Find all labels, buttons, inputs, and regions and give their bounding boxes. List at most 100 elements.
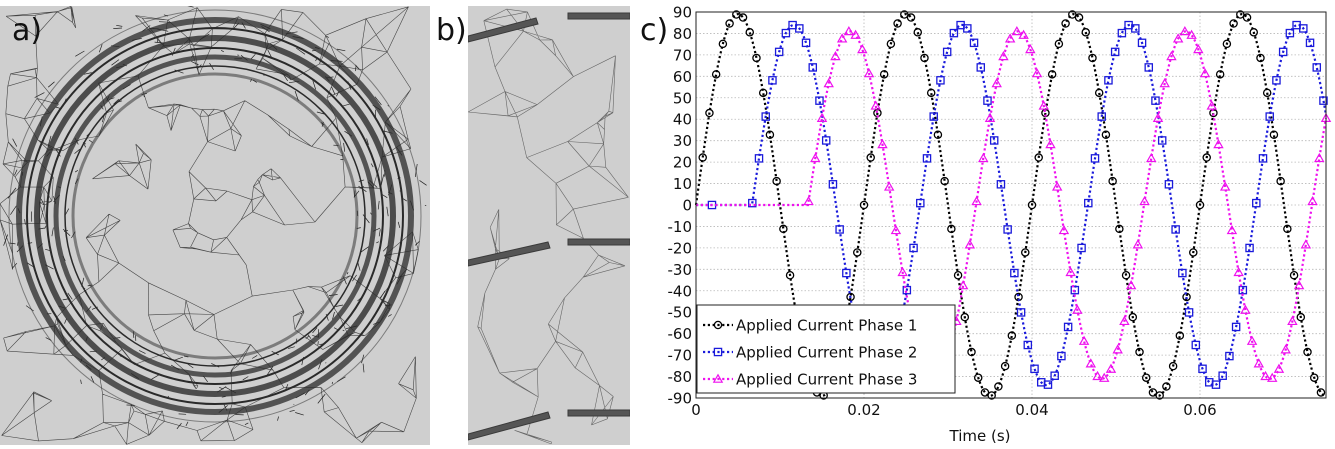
- data-point-square: [1305, 38, 1315, 48]
- y-tick-label: -30: [668, 261, 693, 279]
- data-point-square: [1003, 225, 1012, 234]
- mesh-conductor: [468, 241, 551, 267]
- data-point-square: [1258, 154, 1268, 163]
- mesh-ring: [71, 72, 359, 360]
- data-point-square: [1104, 76, 1113, 85]
- mesh-ring: [16, 17, 414, 415]
- data-point-square: [828, 180, 838, 189]
- data-point-circle: [1081, 28, 1091, 37]
- data-point-circle: [1054, 39, 1064, 49]
- data-point-circle: [866, 153, 875, 162]
- data-point-triangle: [1132, 239, 1144, 249]
- data-point-triangle: [1172, 33, 1184, 43]
- data-point-circle: [1061, 19, 1070, 28]
- data-point-circle: [698, 153, 707, 162]
- x-tick-label: 0.02: [847, 401, 880, 419]
- data-point-triangle: [1065, 266, 1076, 277]
- data-point-square: [1191, 340, 1201, 350]
- x-axis-label: Time (s): [949, 427, 1011, 445]
- mesh-ring: [26, 27, 404, 405]
- data-point-square: [1164, 180, 1174, 189]
- data-point-triangle: [1300, 239, 1312, 249]
- data-point-square: [1231, 322, 1241, 332]
- data-point-triangle: [863, 68, 875, 78]
- y-tick-label: -70: [668, 347, 693, 365]
- data-point-circle: [1283, 224, 1292, 234]
- data-point-circle: [886, 39, 896, 49]
- data-point-triangle: [1219, 181, 1231, 191]
- data-point-triangle: [843, 26, 855, 36]
- data-point-circle: [879, 70, 889, 79]
- x-tick-label: 0.04: [1015, 401, 1048, 419]
- data-point-circle: [738, 13, 748, 22]
- data-point-circle: [1068, 10, 1077, 19]
- data-point-circle: [933, 130, 943, 139]
- data-point-square: [983, 96, 992, 105]
- data-point-circle: [853, 248, 862, 257]
- data-point-circle: [1162, 382, 1171, 391]
- data-point-triangle: [1193, 43, 1204, 54]
- data-point-triangle: [1025, 43, 1036, 54]
- data-point-circle: [745, 28, 755, 37]
- data-point-triangle: [1186, 29, 1197, 39]
- data-point-triangle: [1051, 181, 1063, 191]
- data-point-circle: [765, 130, 775, 139]
- data-point-square: [1090, 154, 1100, 163]
- data-point-triangle: [984, 112, 996, 122]
- data-point-triangle: [1011, 26, 1023, 36]
- data-point-triangle: [971, 195, 982, 206]
- data-point-square: [1050, 371, 1059, 380]
- data-point-square: [754, 154, 764, 163]
- data-point-square: [989, 136, 999, 145]
- data-point-triangle: [1260, 370, 1271, 381]
- data-point-square: [1030, 364, 1039, 374]
- data-point-circle: [893, 19, 902, 28]
- data-point-triangle: [1246, 335, 1258, 345]
- data-point-circle: [940, 176, 949, 186]
- data-point-circle: [947, 224, 956, 234]
- y-tick-label: 90: [673, 4, 692, 22]
- data-point-square: [815, 96, 824, 105]
- data-point-circle: [1115, 224, 1124, 234]
- data-point-circle: [926, 88, 936, 98]
- data-point-circle: [779, 224, 788, 234]
- data-point-square: [835, 225, 844, 234]
- data-point-triangle: [816, 112, 828, 122]
- data-point-square: [795, 24, 804, 33]
- data-point-square: [916, 198, 925, 208]
- data-point-circle: [1027, 200, 1037, 210]
- data-point-square: [1144, 63, 1154, 72]
- data-point-triangle: [883, 181, 895, 191]
- data-point-triangle: [1092, 370, 1103, 381]
- data-point-triangle: [1125, 280, 1137, 290]
- legend-label: Applied Current Phase 3: [736, 371, 917, 389]
- data-point-square: [942, 47, 952, 57]
- data-point-circle: [1316, 388, 1326, 397]
- data-point-square: [774, 47, 784, 57]
- data-point-square: [1299, 24, 1308, 33]
- data-point-circle: [1249, 28, 1259, 37]
- data-point-square: [1077, 243, 1086, 253]
- data-point-circle: [953, 271, 963, 280]
- data-point-triangle: [991, 78, 1002, 88]
- data-point-square: [1278, 47, 1288, 57]
- data-point-triangle: [1179, 26, 1191, 36]
- data-point-square: [976, 63, 986, 72]
- data-point-square: [1211, 380, 1221, 389]
- mesh-conductor: [567, 238, 630, 246]
- data-point-triangle: [1226, 224, 1238, 235]
- data-point-square: [969, 38, 979, 48]
- data-point-square: [1023, 340, 1033, 350]
- data-point-triangle: [1287, 315, 1298, 326]
- data-point-circle: [1215, 70, 1225, 79]
- mesh-conductor: [468, 411, 551, 441]
- x-tick-label: 0.06: [1183, 401, 1216, 419]
- data-point-circle: [1202, 153, 1211, 162]
- data-point-circle: [1000, 361, 1010, 371]
- mesh-ring: [64, 65, 366, 367]
- data-point-circle: [1303, 347, 1312, 357]
- data-point-circle: [1135, 347, 1144, 357]
- data-point-triangle: [1267, 372, 1278, 382]
- y-tick-label: 30: [673, 132, 692, 150]
- data-point-circle: [711, 70, 721, 79]
